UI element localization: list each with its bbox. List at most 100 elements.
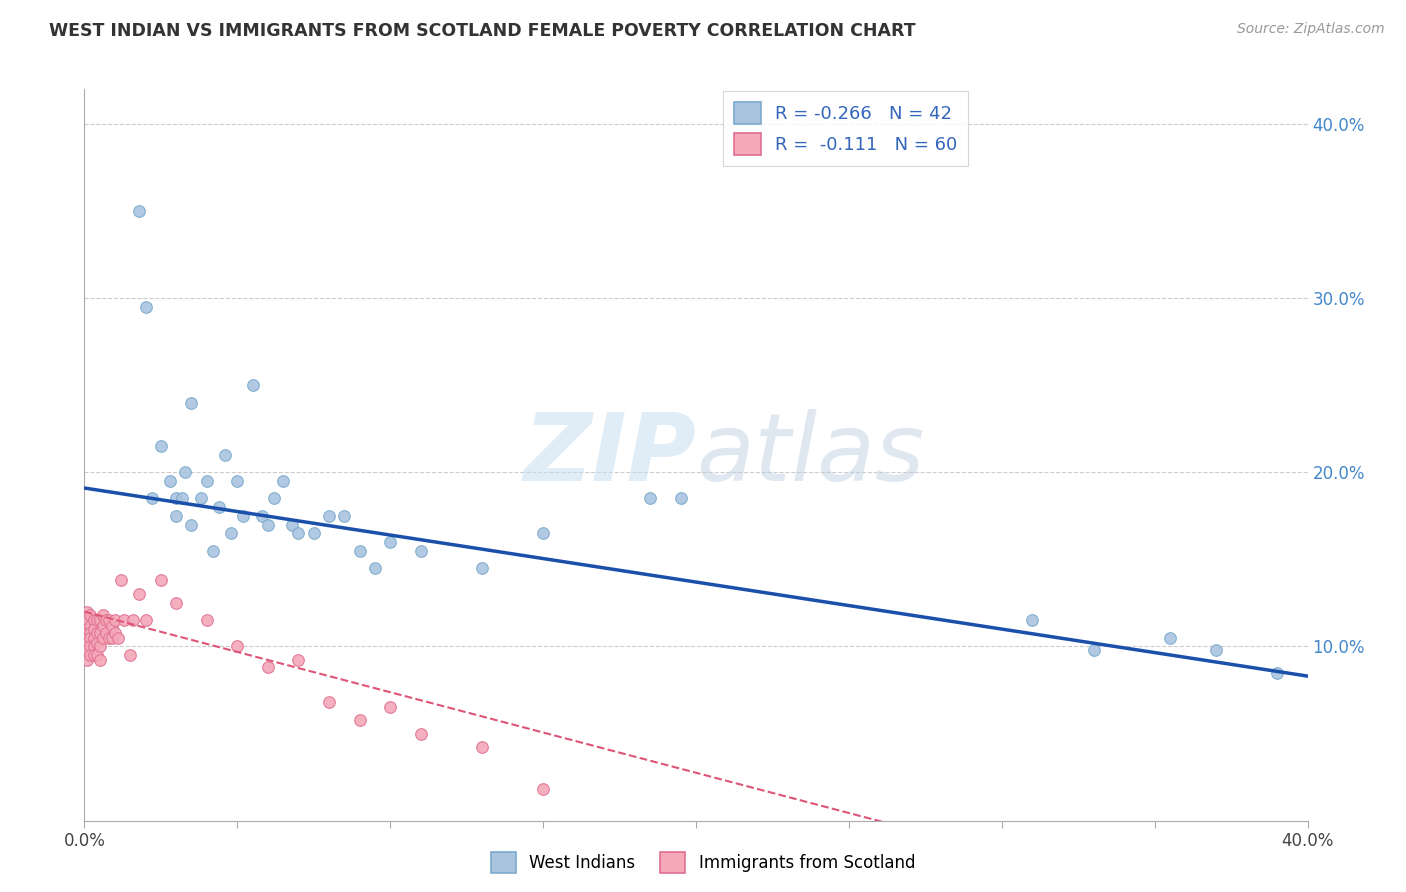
Point	[159, 474, 181, 488]
Point	[318, 508, 340, 523]
Point	[287, 526, 309, 541]
Point	[208, 500, 231, 515]
Point	[83, 631, 105, 645]
Point	[214, 448, 236, 462]
Point	[333, 508, 356, 523]
Point	[76, 622, 98, 636]
Point	[79, 618, 101, 632]
Legend: R = -0.266   N = 42, R =  -0.111   N = 60: R = -0.266 N = 42, R = -0.111 N = 60	[723, 91, 969, 166]
Point	[226, 640, 249, 654]
Point	[302, 526, 325, 541]
Point	[1021, 613, 1043, 627]
Point	[76, 613, 98, 627]
Point	[219, 526, 242, 541]
Point	[531, 782, 554, 797]
Point	[107, 631, 129, 645]
Point	[89, 640, 111, 654]
Point	[471, 561, 494, 575]
Point	[97, 631, 120, 645]
Point	[1205, 643, 1227, 657]
Point	[94, 613, 117, 627]
Point	[91, 608, 114, 623]
Point	[165, 508, 187, 523]
Point	[190, 491, 212, 506]
Point	[104, 613, 127, 627]
Point	[180, 517, 202, 532]
Point	[172, 491, 194, 506]
Point	[149, 574, 172, 588]
Point	[83, 613, 105, 627]
Point	[318, 695, 340, 709]
Point	[79, 631, 101, 645]
Point	[122, 613, 145, 627]
Point	[165, 491, 187, 506]
Point	[669, 491, 692, 506]
Point	[76, 636, 98, 650]
Point	[120, 648, 142, 663]
Point	[226, 474, 249, 488]
Point	[101, 618, 124, 632]
Point	[76, 625, 98, 640]
Point	[257, 660, 280, 674]
Text: Source: ZipAtlas.com: Source: ZipAtlas.com	[1237, 22, 1385, 37]
Point	[141, 491, 163, 506]
Point	[91, 631, 114, 645]
Point	[195, 613, 218, 627]
Point	[76, 631, 98, 645]
Point	[86, 636, 108, 650]
Point	[86, 625, 108, 640]
Point	[201, 543, 224, 558]
Point	[86, 648, 108, 663]
Point	[174, 466, 197, 480]
Point	[128, 204, 150, 219]
Point	[281, 517, 304, 532]
Point	[409, 543, 432, 558]
Point	[250, 508, 273, 523]
Point	[76, 653, 98, 667]
Point	[83, 622, 105, 636]
Point	[73, 613, 96, 627]
Point	[97, 613, 120, 627]
Point	[409, 726, 432, 740]
Point	[349, 713, 371, 727]
Point	[380, 535, 402, 549]
Point	[76, 643, 98, 657]
Point	[1159, 631, 1181, 645]
Point	[110, 574, 132, 588]
Point	[149, 439, 172, 453]
Point	[91, 618, 114, 632]
Point	[101, 631, 124, 645]
Point	[349, 543, 371, 558]
Point	[180, 395, 202, 409]
Point	[1265, 665, 1288, 680]
Point	[89, 625, 111, 640]
Point	[76, 605, 98, 619]
Point	[86, 613, 108, 627]
Point	[104, 625, 127, 640]
Point	[135, 613, 157, 627]
Point	[471, 740, 494, 755]
Point	[79, 625, 101, 640]
Point	[79, 648, 101, 663]
Point	[364, 561, 387, 575]
Point	[1083, 643, 1105, 657]
Point	[89, 653, 111, 667]
Legend: West Indians, Immigrants from Scotland: West Indians, Immigrants from Scotland	[484, 846, 922, 880]
Point	[79, 640, 101, 654]
Point	[165, 596, 187, 610]
Point	[195, 474, 218, 488]
Point	[135, 300, 157, 314]
Point	[271, 474, 294, 488]
Point	[128, 587, 150, 601]
Point	[79, 608, 101, 623]
Point	[232, 508, 254, 523]
Point	[89, 613, 111, 627]
Text: atlas: atlas	[696, 409, 924, 500]
Point	[73, 622, 96, 636]
Text: WEST INDIAN VS IMMIGRANTS FROM SCOTLAND FEMALE POVERTY CORRELATION CHART: WEST INDIAN VS IMMIGRANTS FROM SCOTLAND …	[49, 22, 915, 40]
Text: ZIP: ZIP	[523, 409, 696, 501]
Point	[83, 648, 105, 663]
Point	[112, 613, 135, 627]
Point	[263, 491, 285, 506]
Point	[287, 653, 309, 667]
